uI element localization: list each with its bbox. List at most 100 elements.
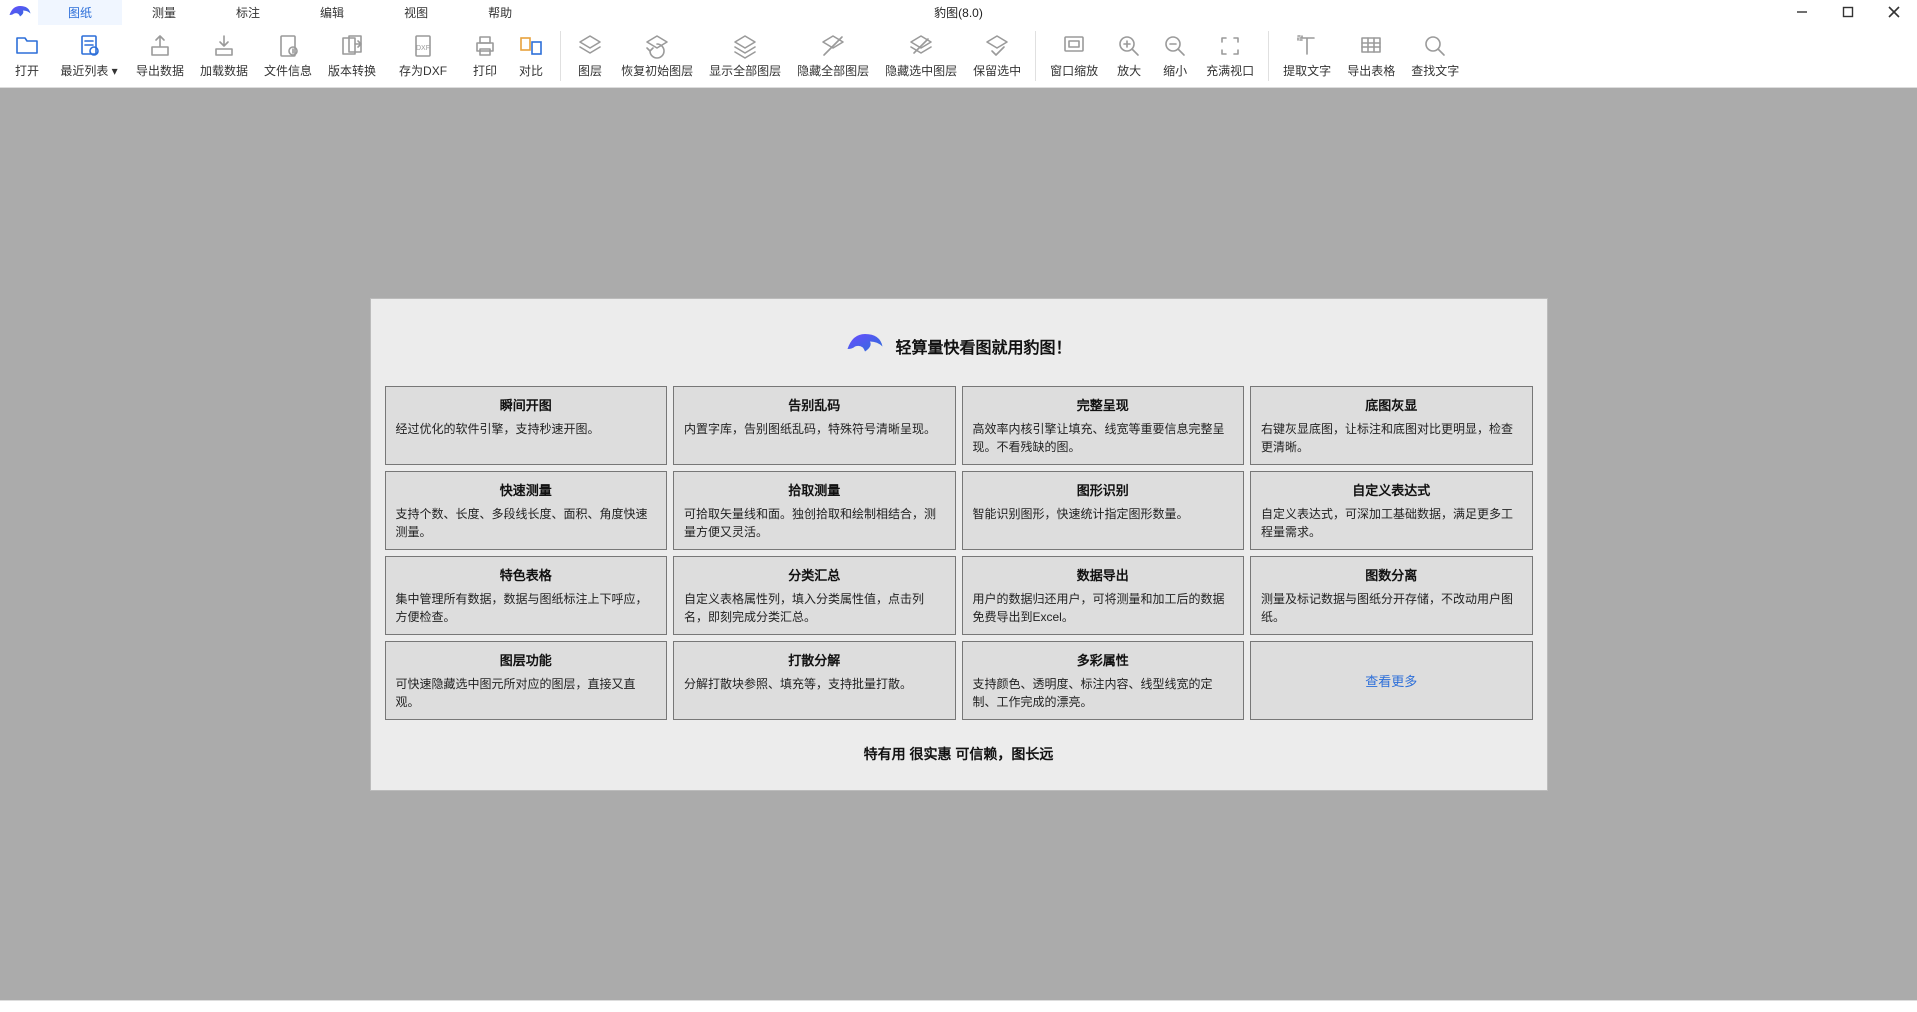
feature-card-grid: 瞬间开图经过优化的软件引擎，支持秒速开图。告别乱码内置字库，告别图纸乱码，特殊符… <box>385 386 1533 720</box>
layers-icon <box>576 32 604 60</box>
feature-card: 图层功能可快速隐藏选中图元所对应的图层，直接又直观。 <box>385 641 668 720</box>
menu-item[interactable]: 编辑 <box>290 0 374 25</box>
feature-card-title: 多彩属性 <box>973 650 1234 669</box>
feature-card: 底图灰显右键灰显底图，让标注和底图对比更明显，检查更清晰。 <box>1250 386 1533 465</box>
toolbar-button[interactable]: 窗口缩放 <box>1042 30 1106 81</box>
toolbar-button[interactable]: 打印 <box>462 30 508 81</box>
toolbar-button[interactable]: 缩小 <box>1152 30 1198 81</box>
menu-item[interactable]: 图纸 <box>38 0 122 25</box>
feature-card-desc: 高效率内核引擎让填充、线宽等重要信息完整呈现。不看残缺的图。 <box>973 420 1234 456</box>
zoom-window-icon <box>1060 32 1088 60</box>
toolbar-button[interactable]: 导出数据 <box>128 30 192 81</box>
titlebar: 图纸测量标注编辑视图帮助 豹图(8.0) <box>0 0 1917 24</box>
feature-card: 完整呈现高效率内核引擎让填充、线宽等重要信息完整呈现。不看残缺的图。 <box>962 386 1245 465</box>
feature-card-desc: 支持颜色、透明度、标注内容、线型线宽的定制、工作完成的漂亮。 <box>973 675 1234 711</box>
layers-keep-icon <box>983 32 1011 60</box>
compare-icon <box>517 32 545 60</box>
toolbar-button[interactable]: 对比 <box>508 30 554 81</box>
dxf-icon: DXF <box>409 32 437 60</box>
doc-recent-icon <box>75 32 103 60</box>
toolbar-button[interactable]: 导出表格 <box>1339 30 1403 81</box>
menu-item[interactable]: 标注 <box>206 0 290 25</box>
menu-item[interactable]: 帮助 <box>458 0 542 25</box>
menu-item[interactable]: 视图 <box>374 0 458 25</box>
feature-card-title: 图层功能 <box>396 650 657 669</box>
feature-card-title: 告别乱码 <box>684 395 945 414</box>
toolbar-button[interactable]: 放大 <box>1106 30 1152 81</box>
feature-card: 多彩属性支持颜色、透明度、标注内容、线型线宽的定制、工作完成的漂亮。 <box>962 641 1245 720</box>
feature-card-desc: 集中管理所有数据，数据与图纸标注上下呼应，方便检查。 <box>396 590 657 626</box>
feature-card-title: 完整呈现 <box>973 395 1234 414</box>
feature-card-title: 图形识别 <box>973 480 1234 499</box>
toolbar-button[interactable]: 打开 <box>4 30 50 81</box>
toolbar-button[interactable]: 提取文字 <box>1275 30 1339 81</box>
toolbar-button[interactable]: 文件信息 <box>256 30 320 81</box>
toolbar-button-label: 隐藏全部图层 <box>797 62 869 79</box>
window-controls <box>1779 0 1917 24</box>
toolbar-button[interactable]: 加载数据 <box>192 30 256 81</box>
minimize-button[interactable] <box>1779 0 1825 24</box>
feature-card: 瞬间开图经过优化的软件引擎，支持秒速开图。 <box>385 386 668 465</box>
feature-card-title: 底图灰显 <box>1261 395 1522 414</box>
feature-card-desc: 测量及标记数据与图纸分开存储，不改动用户图纸。 <box>1261 590 1522 626</box>
toolbar-button[interactable]: 图层 <box>567 30 613 81</box>
toolbar-button[interactable]: 隐藏全部图层 <box>789 30 877 81</box>
feature-card: 特色表格集中管理所有数据，数据与图纸标注上下呼应，方便检查。 <box>385 556 668 635</box>
toolbar-button-label: 提取文字 <box>1283 62 1331 79</box>
layers-hide-sel-icon <box>907 32 935 60</box>
toolbar-button[interactable]: 查找文字 <box>1403 30 1467 81</box>
feature-card-title: 特色表格 <box>396 565 657 584</box>
menu-item[interactable]: 测量 <box>122 0 206 25</box>
feature-card: 数据导出用户的数据归还用户，可将测量和加工后的数据免费导出到Excel。 <box>962 556 1245 635</box>
toolbar-button[interactable]: 最近列表 ▾ <box>50 30 128 81</box>
toolbar-button-label: 打印 <box>473 62 497 79</box>
toolbar-button-label: 缩小 <box>1163 62 1187 79</box>
toolbar-button-label: 保留选中 <box>973 62 1021 79</box>
feature-card-title: 分类汇总 <box>684 565 945 584</box>
welcome-logo <box>845 329 885 364</box>
see-more-link[interactable]: 查看更多 <box>1365 671 1417 690</box>
feature-card: 分类汇总自定义表格属性列，填入分类属性值，点击列名，即刻完成分类汇总。 <box>673 556 956 635</box>
feature-card-title: 快速测量 <box>396 480 657 499</box>
toolbar-button[interactable]: DXF 存为DXF <box>384 30 462 81</box>
feature-card-desc: 右键灰显底图，让标注和底图对比更明显，检查更清晰。 <box>1261 420 1522 456</box>
feature-card-title: 打散分解 <box>684 650 945 669</box>
feature-card: 打散分解分解打散块参照、填充等，支持批量打散。 <box>673 641 956 720</box>
feature-card-desc: 分解打散块参照、填充等，支持批量打散。 <box>684 675 945 693</box>
toolbar-button[interactable]: 隐藏选中图层 <box>877 30 965 81</box>
feature-card: 告别乱码内置字库，告别图纸乱码，特殊符号清晰呈现。 <box>673 386 956 465</box>
feature-card-title: 自定义表达式 <box>1261 480 1522 499</box>
layers-show-icon <box>731 32 759 60</box>
feature-card-title: 数据导出 <box>973 565 1234 584</box>
toolbar-button[interactable]: 显示全部图层 <box>701 30 789 81</box>
find-text-icon <box>1421 32 1449 60</box>
window-title: 豹图(8.0) <box>934 4 983 21</box>
app-logo <box>4 2 36 22</box>
toolbar-button-label: 对比 <box>519 62 543 79</box>
layers-hide-icon <box>819 32 847 60</box>
printer-icon <box>471 32 499 60</box>
toolbar-button[interactable]: 恢复初始图层 <box>613 30 701 81</box>
toolbar-button-label: 导出数据 <box>136 62 184 79</box>
toolbar-button-label: 查找文字 <box>1411 62 1459 79</box>
maximize-button[interactable] <box>1825 0 1871 24</box>
toolbar-button-label: 加载数据 <box>200 62 248 79</box>
toolbar-button[interactable]: 保留选中 <box>965 30 1029 81</box>
feature-card-desc: 自定义表达式，可深加工基础数据，满足更多工程量需求。 <box>1261 505 1522 541</box>
toolbar-ribbon: 打开最近列表 ▾ 导出数据加载数据文件信息版本转换 DXF 存为DXF 打印 对比 图层恢复… <box>0 24 1917 88</box>
feature-card: 快速测量支持个数、长度、多段线长度、面积、角度快速测量。 <box>385 471 668 550</box>
feature-card-desc: 支持个数、长度、多段线长度、面积、角度快速测量。 <box>396 505 657 541</box>
version-icon <box>338 32 366 60</box>
toolbar-button-label: 最近列表 ▾ <box>60 62 117 79</box>
close-button[interactable] <box>1871 0 1917 24</box>
toolbar-button[interactable]: 版本转换 <box>320 30 384 81</box>
feature-card-desc: 可快速隐藏选中图元所对应的图层，直接又直观。 <box>396 675 657 711</box>
toolbar-button-label: 存为DXF <box>399 62 447 79</box>
toolbar-button[interactable]: 充满视口 <box>1198 30 1262 81</box>
zoom-fit-icon <box>1216 32 1244 60</box>
toolbar-button-label: 显示全部图层 <box>709 62 781 79</box>
statusbar <box>0 1000 1917 1012</box>
main-menu: 图纸测量标注编辑视图帮助 <box>38 0 542 25</box>
export-icon <box>146 32 174 60</box>
toolbar-button-label: 恢复初始图层 <box>621 62 693 79</box>
